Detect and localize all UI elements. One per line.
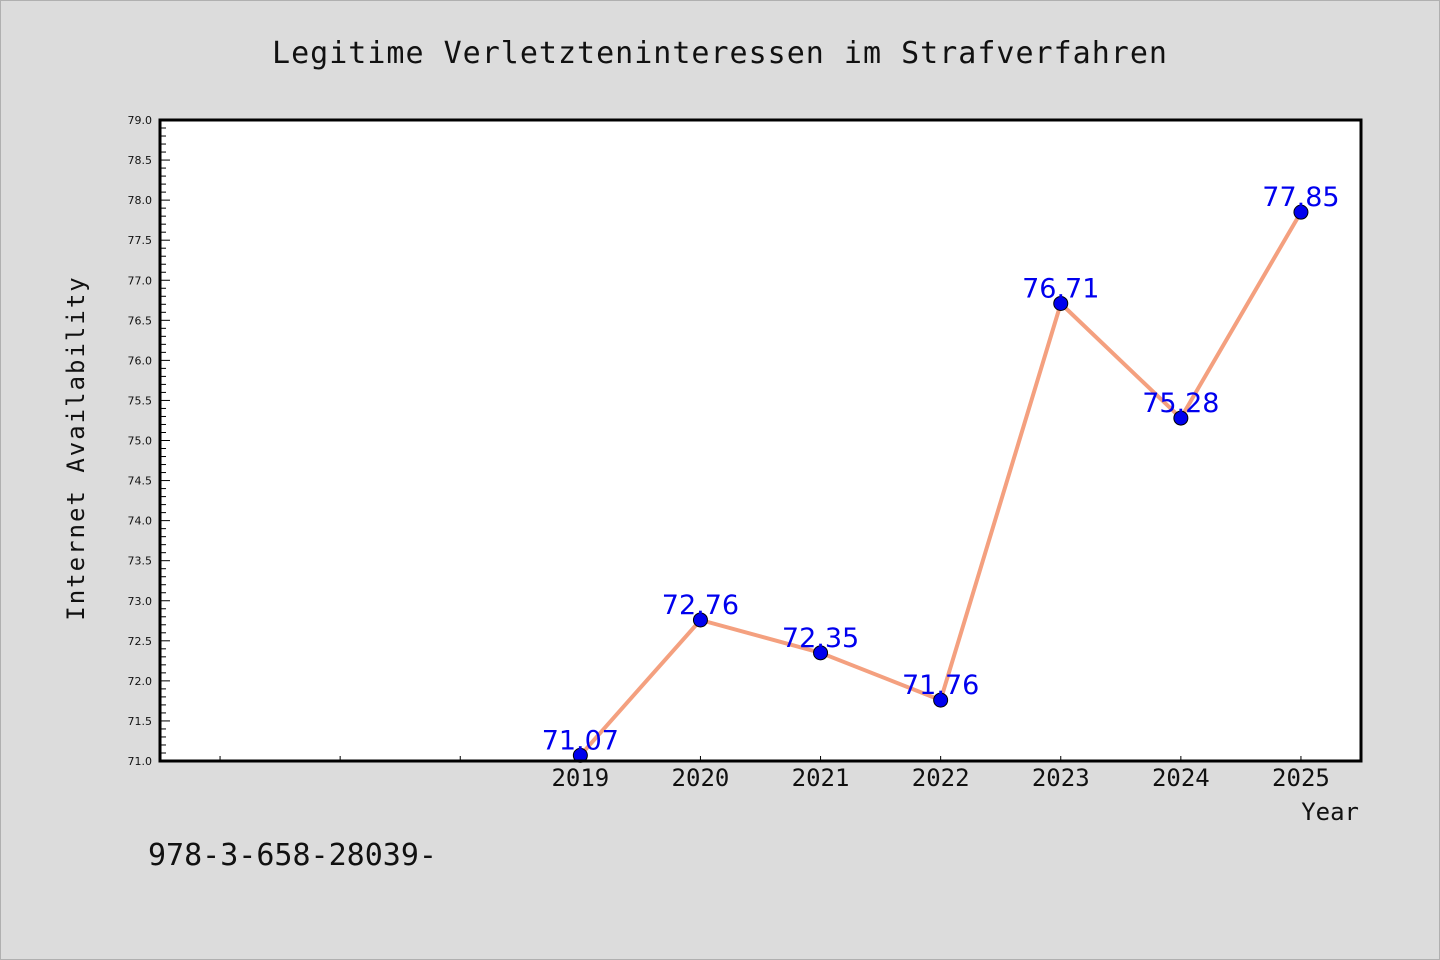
y-axis: 71.0 71.5 72.0 72.5 73.0 73.5 74.0 74.5 75.0 75.5… — [128, 114, 170, 768]
y-tick-label: 74.0 — [128, 515, 153, 528]
x-tick-label: 2023 — [1032, 764, 1090, 792]
y-tick-label: 75.0 — [128, 435, 153, 448]
data-label: 75.28 — [1142, 388, 1219, 419]
data-point-marker — [813, 645, 829, 661]
y-tick-label: 72.5 — [128, 635, 153, 648]
plot-frame — [158, 118, 1363, 763]
data-label-layer: 71.07 72.76 72.35 71.76 76.71 75.28 77.85 — [542, 182, 1340, 756]
x-tick-label: 2020 — [672, 764, 730, 792]
y-tick-label: 73.5 — [128, 555, 153, 568]
x-tick-label: 2025 — [1272, 764, 1330, 792]
x-tick-label: 2024 — [1152, 764, 1210, 792]
data-label: 72.35 — [782, 623, 859, 654]
plot-area — [160, 120, 1361, 761]
y-tick-label: 78.0 — [128, 194, 153, 207]
data-point-marker — [1053, 295, 1069, 311]
x-axis: 2019 2020 2021 2022 2023 2024 2025 — [219, 756, 1330, 792]
y-tick-label: 75.5 — [128, 394, 153, 407]
data-point-marker — [1293, 204, 1309, 220]
data-point-marker — [1173, 410, 1189, 426]
data-label: 76.71 — [1022, 273, 1099, 304]
y-tick-label: 71.0 — [128, 755, 153, 768]
y-tick-label: 76.0 — [128, 354, 153, 367]
y-tick-label: 77.0 — [128, 274, 153, 287]
data-point-marker — [692, 612, 708, 628]
y-axis-label: Internet Availability — [62, 275, 90, 620]
data-label: 71.07 — [542, 725, 619, 756]
y-tick-label: 78.5 — [128, 154, 153, 167]
y-tick-label: 79.0 — [128, 114, 153, 127]
y-tick-label: 72.0 — [128, 675, 153, 688]
x-tick-label: 2022 — [912, 764, 970, 792]
y-tick-label: 74.5 — [128, 475, 153, 488]
y-tick-label: 71.5 — [128, 715, 153, 728]
data-point-marker — [933, 692, 949, 708]
x-axis-label: Year — [1301, 798, 1359, 826]
footer-code: 978-3-658-28039- — [148, 838, 437, 873]
chart-title: Legitime Verletzteninteressen im Strafve… — [272, 36, 1168, 71]
y-tick-label: 77.5 — [128, 234, 153, 247]
data-label: 72.76 — [662, 590, 739, 621]
y-tick-label: 73.0 — [128, 595, 153, 608]
y-tick-label: 76.5 — [128, 314, 153, 327]
data-label: 71.76 — [902, 670, 979, 701]
data-label: 77.85 — [1262, 182, 1339, 213]
x-tick-label: 2021 — [792, 764, 850, 792]
x-tick-label: 2019 — [551, 764, 609, 792]
